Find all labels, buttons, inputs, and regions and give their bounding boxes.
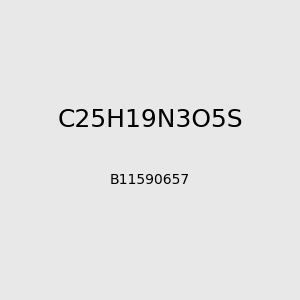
- Text: C25H19N3O5S: C25H19N3O5S: [57, 108, 243, 132]
- Text: B11590657: B11590657: [110, 173, 190, 187]
